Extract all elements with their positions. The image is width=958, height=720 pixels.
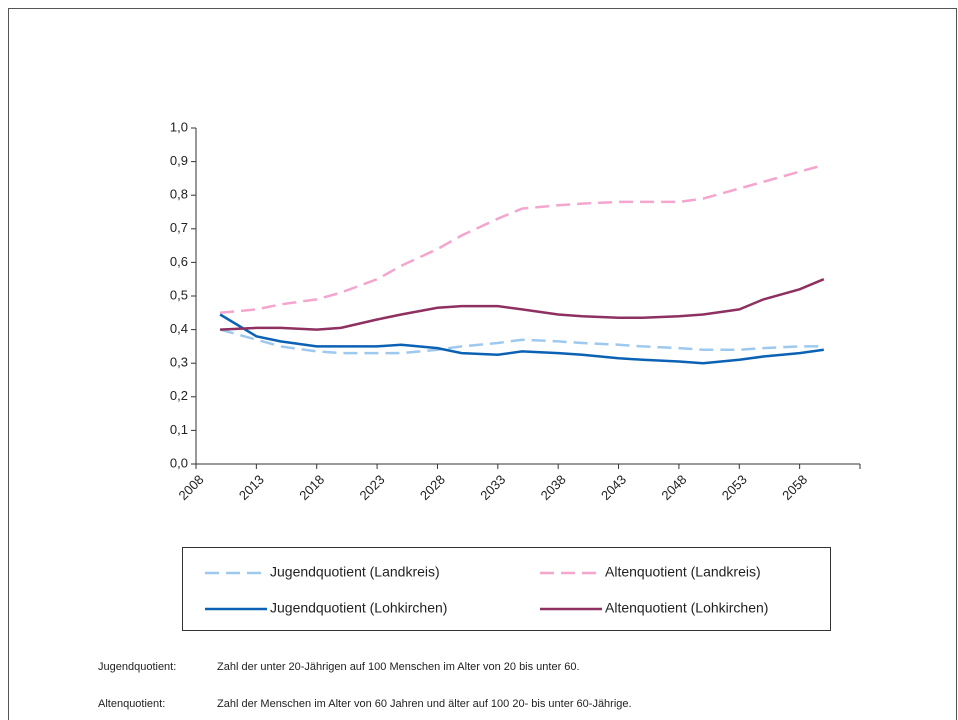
y-tick-label: 1,0 <box>170 119 188 134</box>
y-tick-label: 0,4 <box>170 321 188 336</box>
y-tick-label: 0,7 <box>170 220 188 235</box>
x-tick-label: 2048 <box>658 472 689 503</box>
y-tick-label: 0,3 <box>170 355 188 370</box>
legend-label: Jugendquotient (Lohkirchen) <box>270 600 447 616</box>
x-tick-label: 2008 <box>175 472 206 503</box>
y-tick-label: 0,8 <box>170 187 188 202</box>
x-tick-label: 2033 <box>477 472 508 503</box>
note-text: Zahl der unter 20-Jährigen auf 100 Mensc… <box>217 661 580 673</box>
x-tick-label: 2018 <box>296 472 327 503</box>
note-term: Altenquotient: <box>98 698 165 710</box>
legend-box <box>182 547 831 631</box>
legend-label: Altenquotient (Lohkirchen) <box>605 600 768 616</box>
x-tick-label: 2043 <box>598 472 629 503</box>
y-tick-label: 0,5 <box>170 287 188 302</box>
x-tick-label: 2013 <box>236 472 267 503</box>
y-tick-label: 0,0 <box>170 455 188 470</box>
y-tick-label: 0,9 <box>170 153 188 168</box>
series-line <box>220 278 825 331</box>
note-text: Zahl der Menschen im Alter von 60 Jahren… <box>217 698 632 710</box>
series-line <box>219 163 825 315</box>
x-tick-label: 2028 <box>417 472 448 503</box>
y-tick-label: 0,2 <box>170 388 188 403</box>
legend-label: Altenquotient (Landkreis) <box>605 564 761 580</box>
frame <box>8 8 957 720</box>
legend-label: Jugendquotient (Landkreis) <box>270 564 440 580</box>
x-tick-label: 2058 <box>779 472 810 503</box>
series-line <box>219 328 824 355</box>
note-term: Jugendquotient: <box>98 661 176 673</box>
series-line <box>219 313 824 365</box>
y-tick-label: 0,1 <box>170 422 188 437</box>
x-tick-label: 2023 <box>357 472 388 503</box>
x-tick-label: 2053 <box>719 472 750 503</box>
x-tick-label: 2038 <box>538 472 569 503</box>
y-tick-label: 0,6 <box>170 254 188 269</box>
